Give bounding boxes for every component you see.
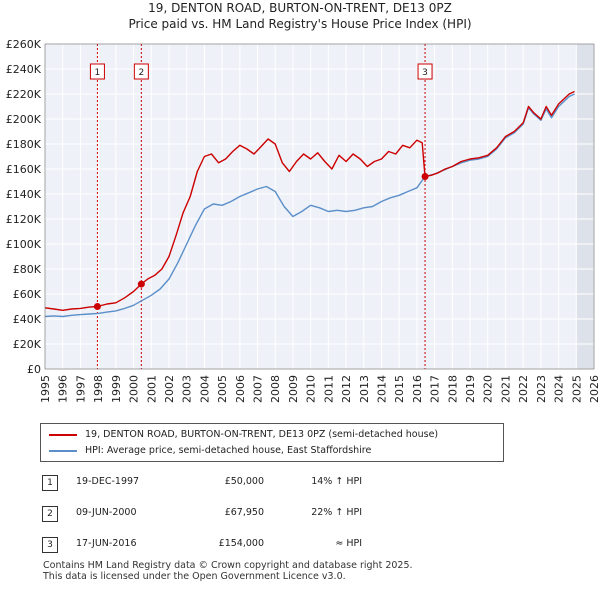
y-tick-label: £120K — [6, 213, 42, 226]
y-tick-label: £80K — [13, 263, 42, 276]
x-tick-label: 2002 — [163, 375, 176, 403]
sale-marker-box — [89, 63, 105, 80]
y-tick-label: £220K — [6, 88, 42, 101]
x-tick-label: 2004 — [198, 375, 211, 403]
x-tick-label: 2003 — [181, 375, 194, 403]
sale-point — [93, 303, 101, 310]
x-tick-label: 2024 — [553, 375, 566, 403]
transaction-hpi: 22% ↑ HPI — [311, 507, 362, 518]
y-tick-label: £180K — [6, 138, 42, 151]
footer-line-1: Contains HM Land Registry data © Crown c… — [43, 560, 413, 571]
x-tick-label: 2022 — [517, 375, 530, 403]
sale-marker-label: 3 — [422, 68, 428, 78]
chart-title: 19, DENTON ROAD, BURTON-ON-TRENT, DE13 0… — [148, 1, 452, 15]
transaction-badge: 2 — [42, 506, 58, 522]
transaction-price: £67,950 — [224, 507, 264, 518]
y-tick-label: £60K — [13, 288, 42, 301]
x-tick-label: 2023 — [535, 375, 548, 403]
plot-border — [44, 43, 595, 370]
footer-line-2: This data is licensed under the Open Gov… — [43, 571, 346, 582]
legend-swatch-property — [49, 434, 77, 436]
x-tick-label: 2016 — [411, 375, 424, 403]
x-tick-label: 2011 — [322, 375, 335, 403]
transaction-price: £50,000 — [224, 476, 264, 487]
price-chart: £0 £20K £40K £60K £80K £100K £120K £140K £160K £1… — [6, 38, 600, 403]
sale-marker-box — [417, 63, 433, 80]
x-tick-label: 1997 — [74, 375, 87, 403]
x-tick-label: 2010 — [305, 375, 318, 403]
x-tick-label: 2021 — [499, 375, 512, 403]
sale-point — [137, 280, 145, 288]
property-price-line — [44, 90, 575, 311]
transaction-price: £154,000 — [218, 538, 264, 549]
transaction-badge: 3 — [42, 537, 58, 553]
sale-point — [421, 173, 429, 180]
y-tick-label: £100K — [6, 238, 42, 251]
plot-area — [45, 44, 594, 369]
transaction-hpi: ≈ HPI — [335, 538, 362, 549]
y-tick-label: £160K — [6, 163, 42, 176]
y-tick-label: £260K — [6, 38, 42, 51]
y-tick-label: £200K — [6, 113, 42, 126]
x-tick-label: 1995 — [39, 375, 52, 403]
x-tick-label: 1999 — [110, 375, 123, 403]
x-tick-label: 2013 — [358, 375, 371, 403]
transaction-date: 09-JUN-2000 — [76, 507, 137, 518]
transaction-date: 19-DEC-1997 — [76, 476, 140, 487]
x-tick-label: 2025 — [570, 375, 583, 403]
x-tick-label: 2005 — [216, 375, 229, 403]
x-tick-label: 2000 — [128, 375, 141, 403]
legend-item-property: 19, DENTON ROAD, BURTON-ON-TRENT, DE13 0… — [49, 428, 438, 442]
chart-subtitle: Price paid vs. HM Land Registry's House … — [128, 17, 472, 31]
chart-legend: 19, DENTON ROAD, BURTON-ON-TRENT, DE13 0… — [40, 423, 504, 462]
x-tick-label: 1996 — [57, 375, 70, 403]
x-tick-label: 2019 — [464, 375, 477, 403]
sale-marker-label: 2 — [138, 68, 144, 78]
x-tick-label: 2014 — [375, 375, 388, 403]
transaction-badge: 1 — [42, 475, 58, 491]
x-tick-label: 2026 — [588, 375, 600, 403]
x-tick-label: 2007 — [252, 375, 265, 403]
y-tick-label: £140K — [6, 188, 42, 201]
x-tick-label: 2009 — [287, 375, 300, 403]
legend-item-hpi: HPI: Average price, semi-detached house,… — [49, 444, 371, 458]
transaction-hpi: 14% ↑ HPI — [311, 476, 362, 487]
x-tick-label: 2017 — [429, 375, 442, 403]
x-tick-label: 2015 — [393, 375, 406, 403]
y-tick-label: £240K — [6, 63, 42, 76]
x-tick-label: 2020 — [482, 375, 495, 403]
future-shade — [576, 44, 594, 369]
legend-swatch-hpi — [49, 450, 77, 452]
x-tick-label: 2008 — [269, 375, 282, 403]
y-tick-label: £0 — [27, 363, 41, 376]
footer-attribution: Contains HM Land Registry data © Crown c… — [43, 560, 413, 582]
sale-marker-box — [133, 63, 149, 80]
legend-label-hpi: HPI: Average price, semi-detached house,… — [85, 445, 372, 456]
x-tick-label: 2006 — [234, 375, 247, 403]
transaction-date: 17-JUN-2016 — [76, 538, 137, 549]
x-tick-label: 1998 — [92, 375, 105, 403]
x-tick-label: 2001 — [145, 375, 158, 403]
y-tick-label: £40K — [13, 313, 42, 326]
legend-label-property: 19, DENTON ROAD, BURTON-ON-TRENT, DE13 0… — [85, 429, 439, 440]
y-tick-label: £20K — [13, 338, 42, 351]
x-tick-label: 2018 — [446, 375, 459, 403]
hpi-line — [44, 93, 575, 318]
x-tick-label: 2012 — [340, 375, 353, 403]
sale-marker-label: 1 — [95, 68, 101, 78]
